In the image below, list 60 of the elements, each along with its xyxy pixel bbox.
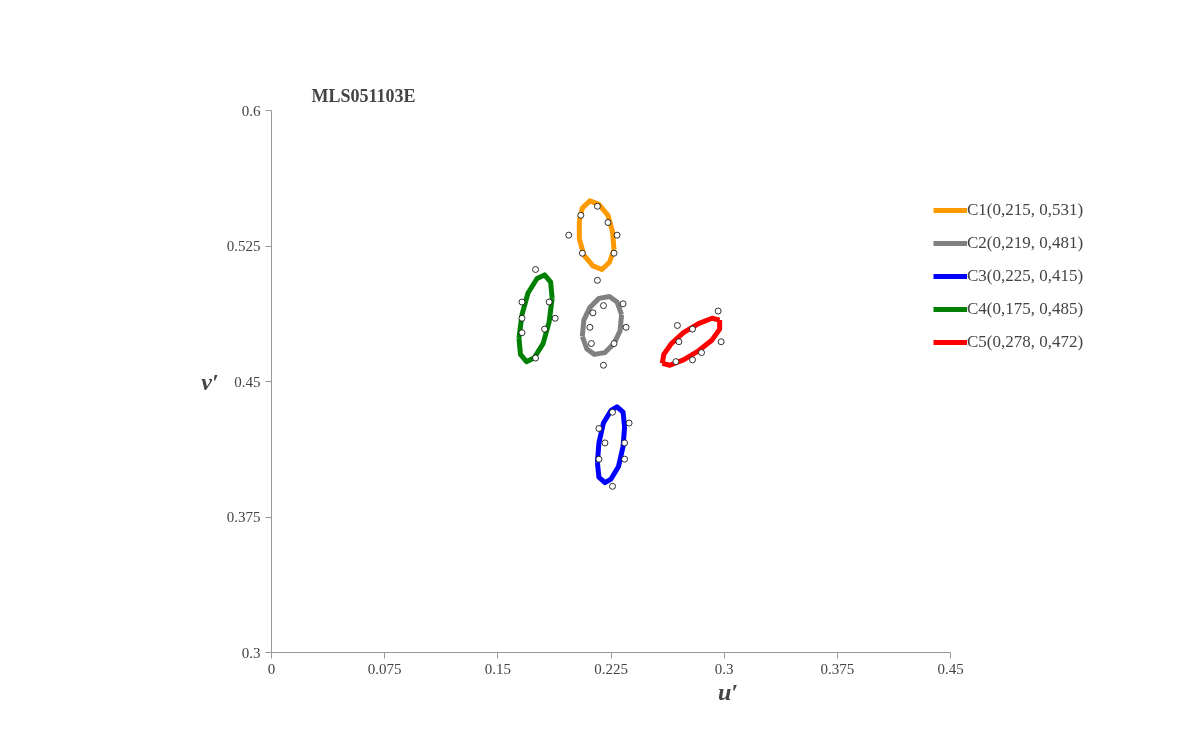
point xyxy=(601,439,609,447)
point xyxy=(545,298,553,306)
point xyxy=(577,211,585,219)
x-tick-label: 0 xyxy=(267,660,276,677)
legend-label: C2(0,219, 0,481) xyxy=(967,233,1084,253)
x-tick-label: 0.45 xyxy=(937,660,964,677)
point xyxy=(714,307,722,315)
point xyxy=(587,340,595,347)
point xyxy=(717,338,725,346)
point xyxy=(675,338,683,346)
point xyxy=(621,439,628,447)
point xyxy=(689,356,696,364)
point xyxy=(619,300,627,308)
legend-label: C3(0,225, 0,415) xyxy=(967,266,1084,286)
point xyxy=(600,361,607,369)
point xyxy=(541,325,549,333)
point xyxy=(609,408,616,416)
y-axis-title: v′ xyxy=(201,368,219,395)
y-tick-label: 0.3 xyxy=(241,644,261,661)
point xyxy=(595,425,603,432)
point xyxy=(589,309,597,317)
point xyxy=(673,322,681,329)
x-tick-label: 0.375 xyxy=(820,660,855,677)
x-tick-label: 0.3 xyxy=(714,660,734,677)
point xyxy=(565,231,573,239)
legend-label: C1(0,215, 0,531) xyxy=(967,200,1084,220)
point xyxy=(698,349,705,356)
y-tick-label: 0.375 xyxy=(226,509,261,525)
point xyxy=(672,358,680,366)
x-tick-label: 0.225 xyxy=(594,660,628,677)
point xyxy=(594,202,601,210)
y-tick-label: 0.6 xyxy=(241,102,261,119)
x-tick-label: 0.075 xyxy=(367,660,402,677)
chart-title: MLS051103E xyxy=(311,85,416,106)
x-tick-label: 0.15 xyxy=(484,660,511,677)
point xyxy=(622,323,630,331)
y-tick-label: 0.525 xyxy=(226,238,261,254)
point xyxy=(594,276,601,284)
point xyxy=(609,482,616,490)
point xyxy=(610,249,618,257)
x-axis-title: u′ xyxy=(717,678,739,705)
point xyxy=(551,314,559,322)
point xyxy=(532,354,539,362)
point xyxy=(532,266,539,273)
point xyxy=(518,314,526,322)
point xyxy=(621,455,628,463)
point xyxy=(518,329,526,337)
legend-label: C5(0,278, 0,472) xyxy=(967,332,1084,352)
legend-label: C4(0,175, 0,485) xyxy=(967,299,1084,319)
point xyxy=(689,325,696,333)
point xyxy=(604,219,612,226)
y-tick-label: 0.45 xyxy=(234,373,261,390)
point xyxy=(586,323,594,331)
point xyxy=(613,231,621,239)
point xyxy=(610,340,618,347)
point xyxy=(518,298,526,306)
point xyxy=(600,302,607,310)
point xyxy=(595,455,603,463)
point xyxy=(578,249,586,257)
point xyxy=(625,419,633,427)
